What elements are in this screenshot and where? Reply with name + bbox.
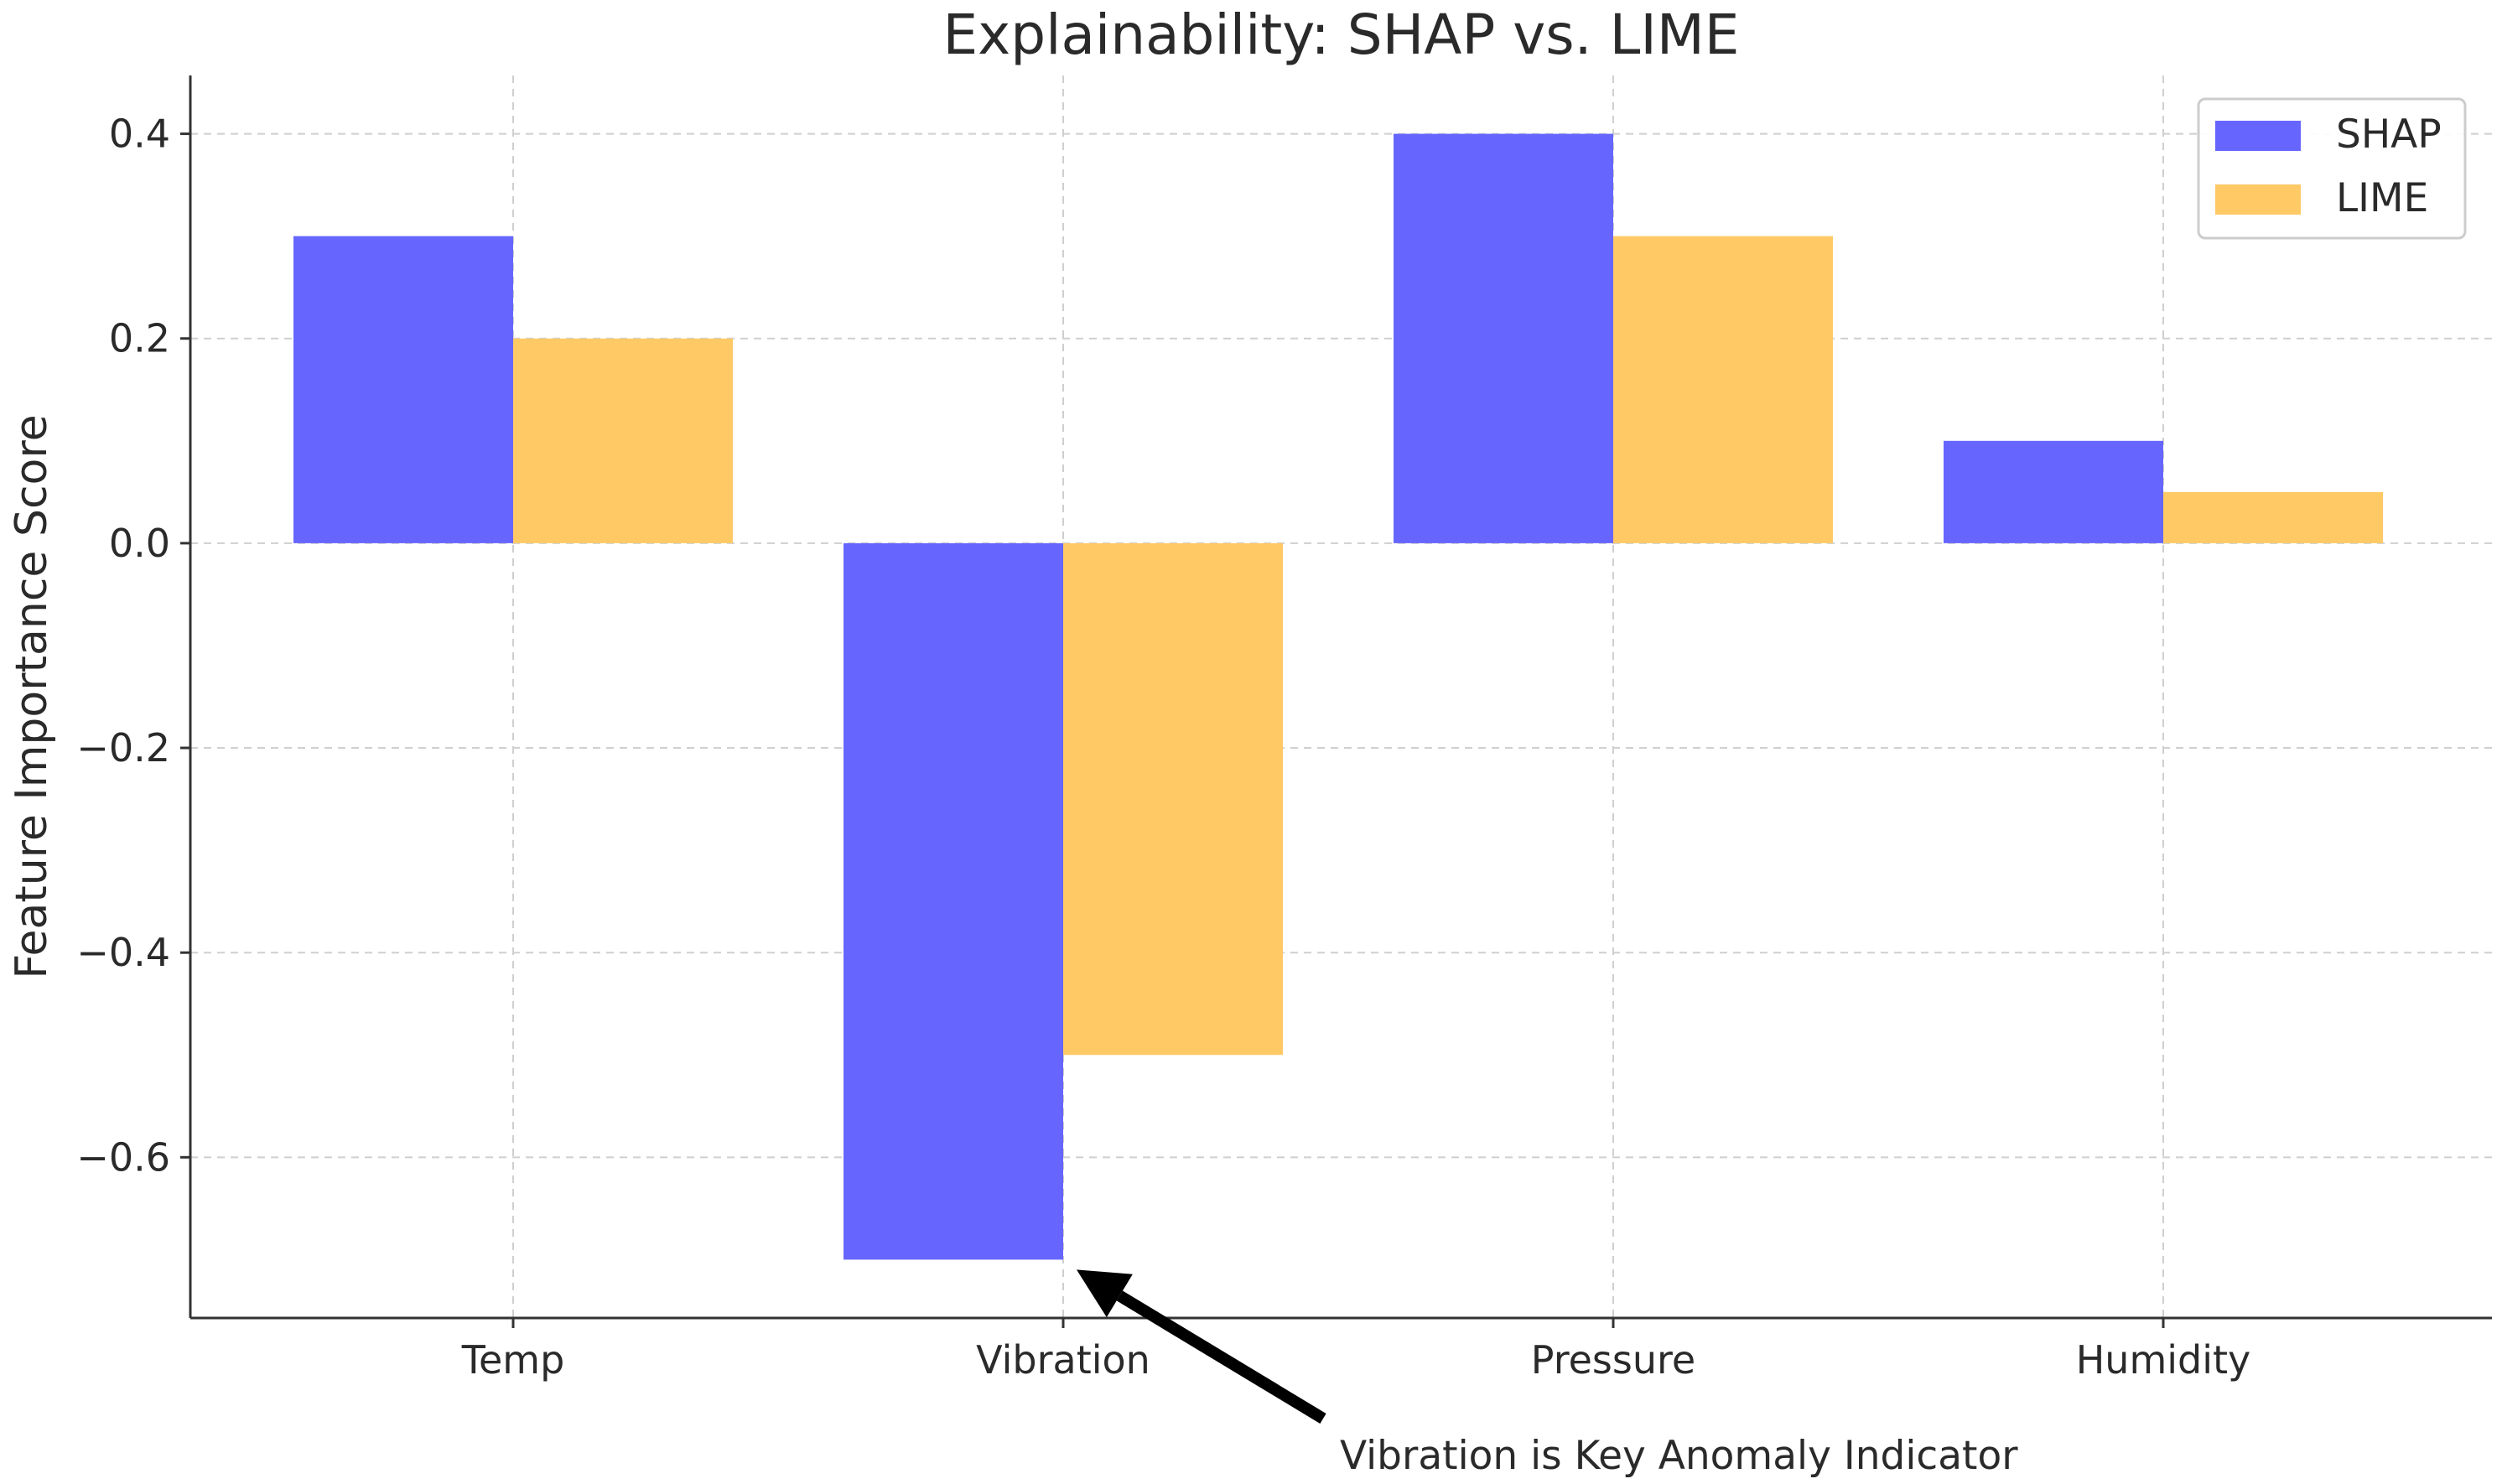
y-tick-label: −0.6 <box>76 1134 170 1180</box>
x-tick-label-vibration: Vibration <box>976 1337 1150 1383</box>
bar-shap-humidity[interactable] <box>1944 440 2163 543</box>
tick-labels: 0.4 0.2 0.0 −0.2 −0.4 −0.6 Temp Vibration Pressu… <box>76 112 2250 1383</box>
x-tick-label-temp: Temp <box>461 1337 565 1383</box>
bar-lime-temp[interactable] <box>513 338 733 543</box>
x-tick-label-humidity: Humidity <box>2076 1337 2251 1383</box>
y-axis-label: Feature Importance Score <box>7 414 57 978</box>
y-tick-label: −0.2 <box>76 725 170 771</box>
y-tick-label: 0.0 <box>109 521 170 566</box>
bar-shap-vibration[interactable] <box>844 542 1063 1260</box>
y-tick-label: 0.4 <box>109 112 170 157</box>
bar-lime-vibration[interactable] <box>1063 542 1283 1056</box>
bar-shap-pressure[interactable] <box>1394 133 1613 543</box>
legend-swatch-shap <box>2215 121 2301 151</box>
bar-lime-humidity[interactable] <box>2163 491 2383 543</box>
legend-label-shap[interactable]: SHAP <box>2336 112 2442 158</box>
bars <box>293 133 2383 1260</box>
legend[interactable]: SHAP LIME <box>2197 97 2467 240</box>
y-tick-label: −0.4 <box>76 930 170 975</box>
x-tick-label-pressure: Pressure <box>1531 1337 1695 1383</box>
axes <box>189 75 2492 1320</box>
annotation-arrow-head <box>1077 1269 1133 1318</box>
annotation: Vibration is Key Anomaly Indicator <box>1077 1269 2018 1479</box>
legend-swatch-lime <box>2215 184 2301 215</box>
bar-shap-temp[interactable] <box>293 236 513 543</box>
annotation-text: Vibration is Key Anomaly Indicator <box>1340 1433 2018 1479</box>
annotation-arrow-shaft <box>1116 1290 1326 1424</box>
grid-lines <box>190 75 2492 1318</box>
legend-label-lime[interactable]: LIME <box>2336 175 2428 221</box>
chart-title: Explainability: SHAP vs. LIME <box>942 3 1739 67</box>
y-tick-label: 0.2 <box>109 316 170 361</box>
bar-lime-pressure[interactable] <box>1613 236 1833 543</box>
